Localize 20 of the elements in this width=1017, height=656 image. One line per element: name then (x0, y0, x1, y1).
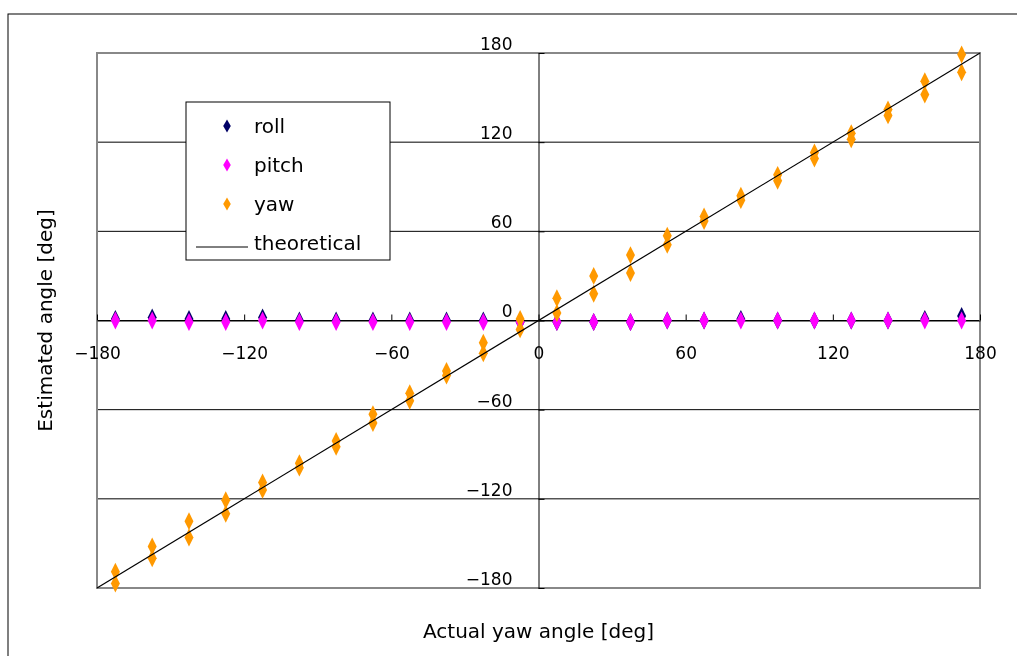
y-tick-label: 60 (490, 212, 513, 233)
x-tick-label: 120 (817, 342, 850, 363)
y-tick-label: −180 (465, 568, 513, 589)
y-tick-label: −60 (476, 390, 513, 411)
y-tick-label: 120 (480, 123, 513, 144)
x-tick-label: 60 (675, 342, 697, 363)
x-axis-title: Actual yaw angle [deg] (423, 619, 654, 643)
legend-label: roll (254, 114, 286, 138)
legend-label: yaw (254, 192, 295, 216)
x-tick-label: −180 (74, 342, 121, 363)
legend-label: pitch (254, 153, 304, 177)
x-tick-label: −120 (221, 342, 269, 363)
legend-label: theoretical (254, 231, 362, 255)
y-tick-label: 180 (480, 33, 513, 54)
y-tick-label: −120 (465, 479, 513, 500)
x-tick-label: −60 (373, 342, 410, 363)
y-tick-label: 0 (501, 301, 513, 322)
y-axis-title: Estimated angle [deg] (33, 209, 57, 432)
x-tick-label: 180 (964, 342, 997, 363)
x-tick-label: 0 (533, 342, 545, 363)
